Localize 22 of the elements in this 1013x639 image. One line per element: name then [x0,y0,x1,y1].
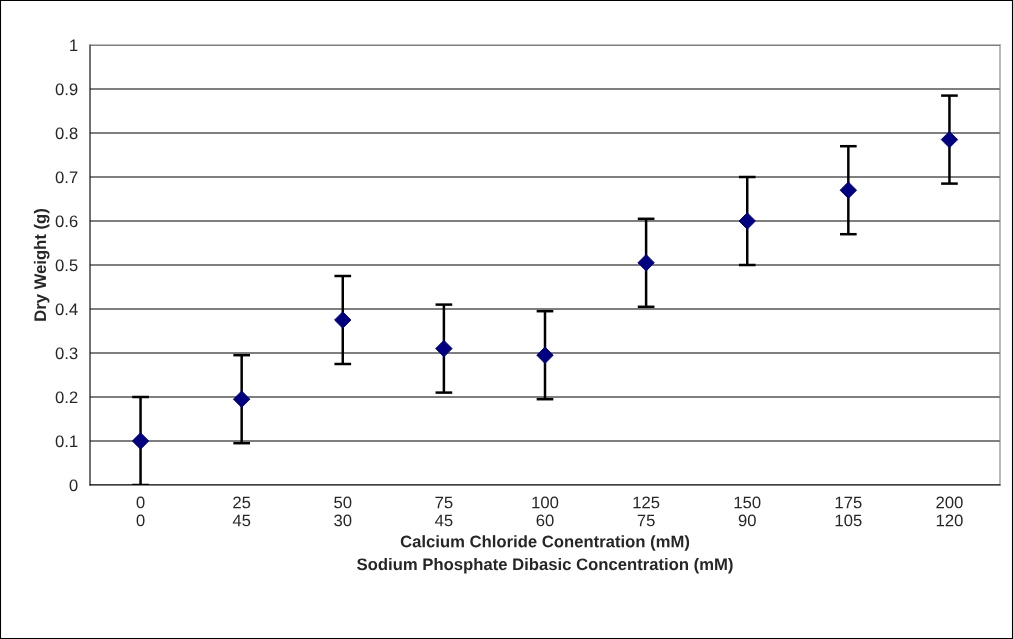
x-tick-label: 125 75 [633,496,660,527]
y-tick-label: 0.9 [55,83,78,96]
x-tick-label: 0 0 [136,496,145,527]
y-tick-label: 0 [69,479,78,492]
y-tick-label: 0.7 [55,171,78,184]
y-tick-label: 1 [70,39,78,52]
x-tick-label: 100 60 [532,496,559,527]
x-tick-label: 75 45 [435,496,453,527]
y-axis-title: Dry Weight (g) [33,209,50,321]
y-tick-label: 0.1 [55,435,78,448]
x-tick-label: 50 30 [334,496,352,527]
y-tick-label: 0.8 [55,127,78,140]
y-tick-label: 0.5 [55,259,78,272]
x-tick-label: 175 105 [835,496,862,527]
y-tick-label: 0.4 [55,303,78,316]
x-tick-label: 25 45 [232,496,251,527]
x-tick-label: 200 120 [936,496,963,527]
x-tick-label: 150 90 [734,496,761,527]
x-axis-title: Calcium Chloride Conentration (mM) Sodium Phosphate Dibasic Concentration (mM) [357,535,733,574]
y-tick-label: 0.2 [55,391,78,404]
y-tick-label: 0.6 [55,215,78,228]
y-tick-label: 0.3 [55,347,78,360]
